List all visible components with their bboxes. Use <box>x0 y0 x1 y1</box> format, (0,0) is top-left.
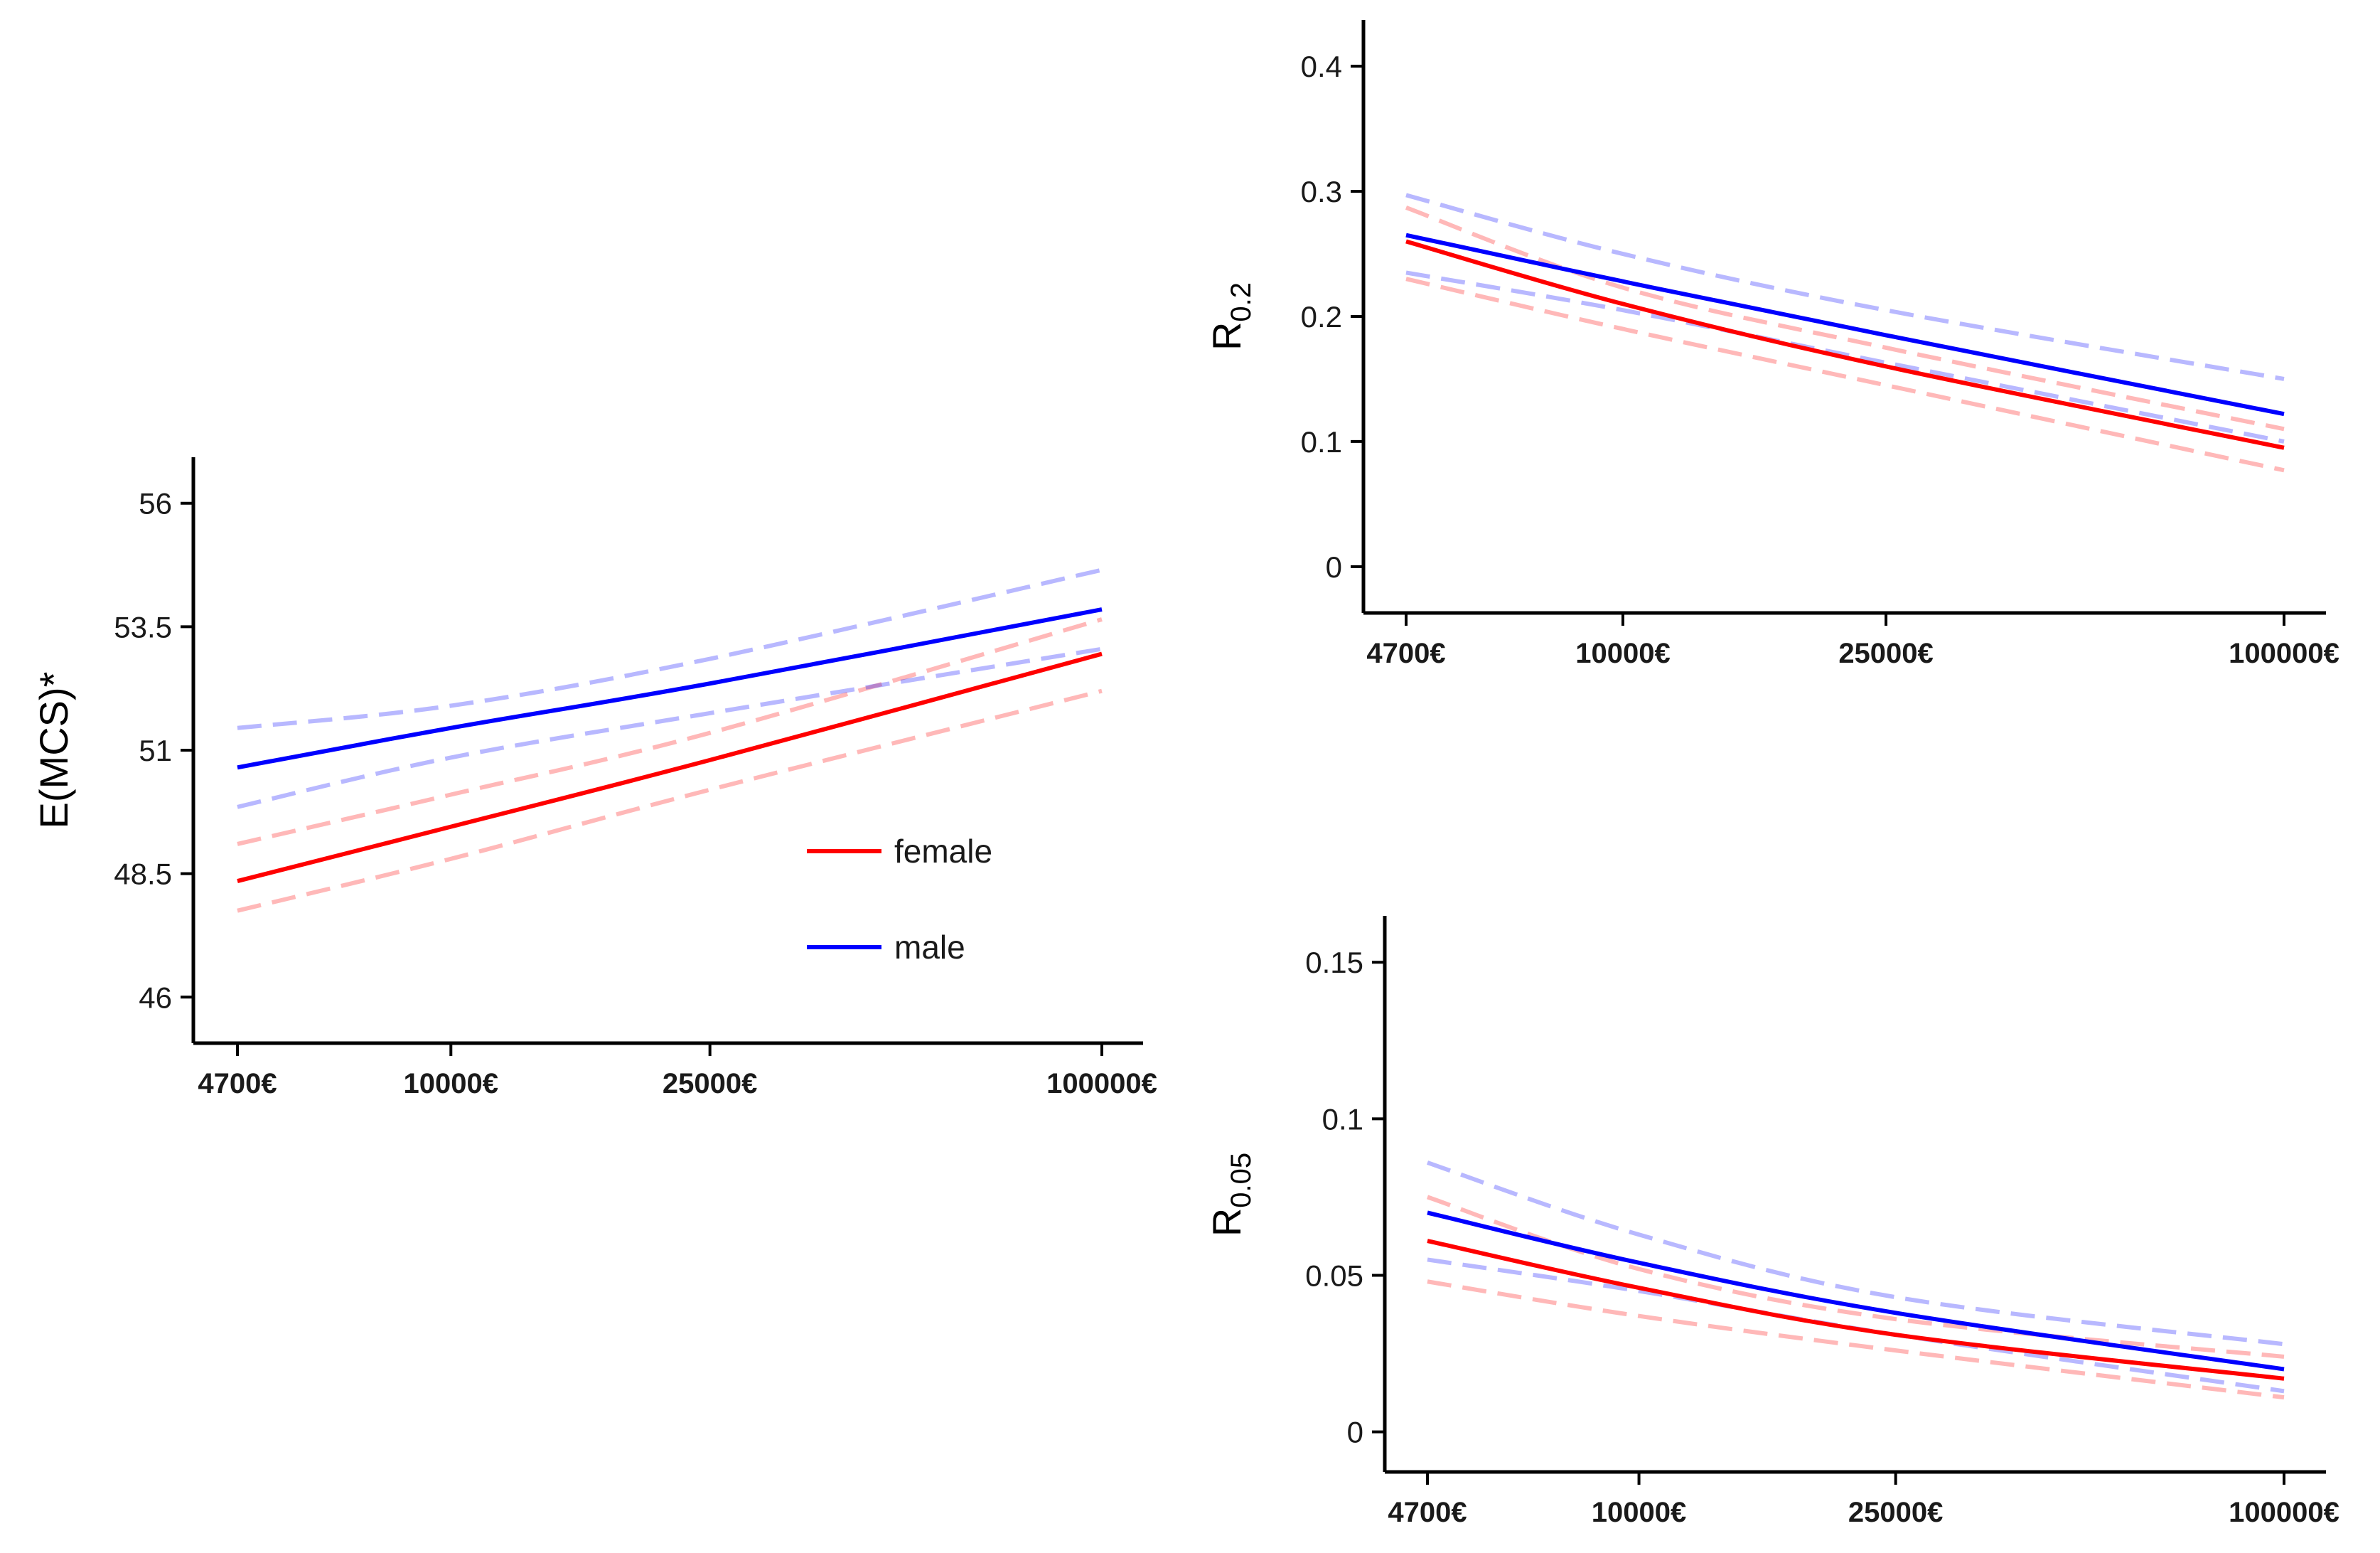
y-tick-label: 46 <box>139 981 172 1014</box>
male-ci-upper-line <box>237 567 1103 730</box>
y-tick-label: 48.5 <box>114 858 172 891</box>
x-tick-label: 10000€ <box>1592 1497 1686 1528</box>
y-tick-label: 0 <box>1347 1416 1363 1449</box>
x-tick-label: 25000€ <box>1838 638 1933 669</box>
x-tick-label: 100000€ <box>2229 1497 2339 1528</box>
panel-r005: 0 0.05 0.1 0.15 4700€ 10000€ 25000€ 100000€ R0.0… <box>1204 916 2339 1528</box>
x-tick-label: 4700€ <box>1366 638 1445 669</box>
female-estimate-line <box>1405 239 2285 450</box>
panel-mcs: 46 48.5 51 53.5 56 4700€ 10000€ 25000€ 100000€ E(… <box>31 457 1157 1099</box>
female-ci-upper-line <box>1405 206 2285 432</box>
male-ci-upper-line <box>1427 1160 2285 1347</box>
y-tick-label: 0.1 <box>1322 1102 1363 1136</box>
y-axis-title: E(MCS)* <box>31 672 76 829</box>
x-tick-label: 4700€ <box>198 1068 277 1099</box>
female-ci-upper-line <box>237 617 1103 846</box>
female-ci-lower-line <box>237 688 1103 913</box>
male-estimate-line <box>1405 233 2285 417</box>
y-tick-label: 56 <box>139 487 172 521</box>
y-tick-label: 0.2 <box>1301 300 1342 333</box>
x-tick-label: 100000€ <box>1046 1068 1157 1099</box>
y-tick-label: 53.5 <box>114 610 172 644</box>
panel-r02: 0 0.1 0.2 0.3 0.4 4700€ 10000€ 25000€ 100000€ R0.… <box>1204 20 2339 669</box>
legend-male-label: male <box>894 929 965 966</box>
x-tick-label: 10000€ <box>404 1068 498 1099</box>
y-tick-label: 0.4 <box>1301 50 1342 83</box>
y-tick-label: 0 <box>1326 550 1342 584</box>
y-tick-label: 51 <box>139 734 172 767</box>
male-ci-lower-line <box>1427 1257 2285 1394</box>
y-tick-label: 0.15 <box>1305 946 1363 979</box>
female-estimate-line <box>237 651 1103 883</box>
female-ci-upper-line <box>1427 1195 2285 1359</box>
y-axis-title: R0.2 <box>1204 282 1257 351</box>
x-tick-label: 25000€ <box>1848 1497 1943 1528</box>
female-ci-lower-line <box>1405 277 2285 473</box>
y-tick-label: 0.3 <box>1301 175 1342 208</box>
legend-female-label: female <box>894 833 992 870</box>
male-ci-upper-line <box>1405 193 2285 381</box>
male-ci-lower-line <box>237 646 1103 809</box>
legend: female male <box>807 833 992 966</box>
x-tick-label: 10000€ <box>1575 638 1670 669</box>
male-estimate-line <box>1427 1210 2285 1372</box>
x-tick-label: 100000€ <box>2229 638 2339 669</box>
y-tick-label: 0.1 <box>1301 425 1342 459</box>
x-tick-label: 25000€ <box>663 1068 757 1099</box>
x-tick-label: 4700€ <box>1388 1497 1467 1528</box>
y-axis-title: R0.05 <box>1204 1153 1257 1237</box>
male-ci-lower-line <box>1405 270 2285 444</box>
male-estimate-line <box>237 607 1103 770</box>
female-ci-lower-line <box>1427 1279 2285 1400</box>
female-estimate-line <box>1427 1239 2285 1381</box>
y-tick-label: 0.05 <box>1305 1259 1363 1292</box>
